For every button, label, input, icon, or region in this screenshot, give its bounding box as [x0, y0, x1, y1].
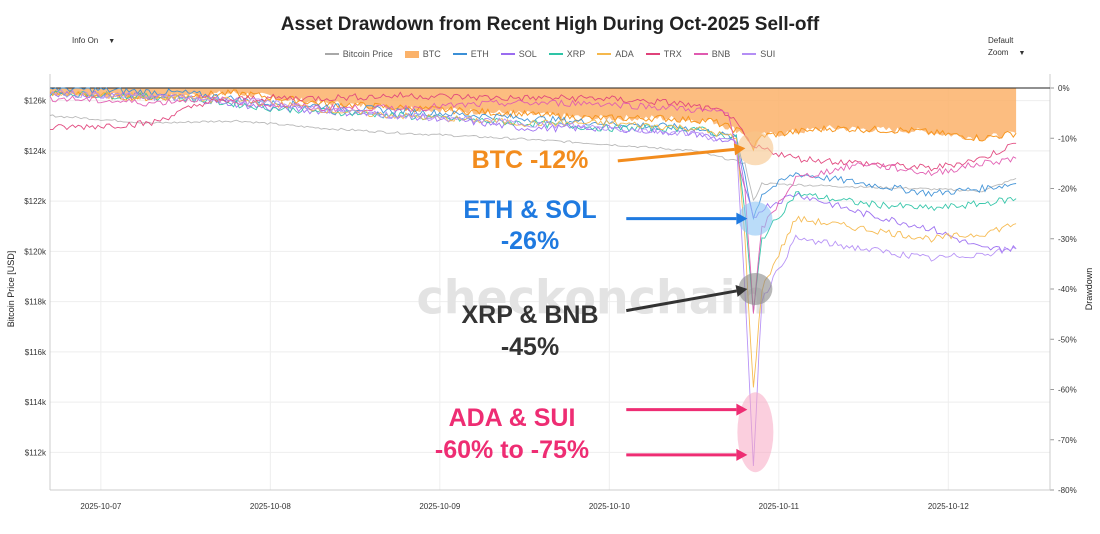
- legend-item-xrp[interactable]: XRP: [548, 49, 586, 59]
- legend-item-sol[interactable]: SOL: [500, 49, 537, 59]
- btc-drawdown-area: [50, 88, 1017, 149]
- x-tick-label: 2025-10-10: [589, 502, 630, 511]
- y-tick-label: $120k: [24, 247, 47, 256]
- annotation-xrp-bnb-value: -45%: [500, 333, 560, 361]
- legend-label: SUI: [760, 49, 776, 59]
- y2-tick-label: -60%: [1058, 386, 1077, 395]
- eth-sol-arrow: [626, 212, 748, 225]
- legend-swatch: [404, 50, 419, 58]
- y2-tick-label: -20%: [1058, 185, 1077, 194]
- series-line-eth: [49, 87, 1017, 221]
- arrow-head: [735, 285, 748, 297]
- legend-item-bitcoin-price[interactable]: Bitcoin Price: [324, 49, 393, 59]
- legend-swatch: [500, 53, 515, 55]
- y-axis-title: Bitcoin Price [USD]: [6, 251, 16, 328]
- arrow-shaft: [626, 289, 737, 313]
- y-tick-label: $114k: [25, 398, 47, 407]
- legend-label: XRP: [566, 49, 586, 59]
- eth-sol-bubble: [738, 201, 773, 236]
- series-line-trx: [50, 91, 1017, 172]
- series-line-sui: [49, 89, 1017, 467]
- btc-arrow: [617, 143, 746, 163]
- legend-label: Bitcoin Price: [342, 49, 393, 59]
- xrp-bnb-arrow: [626, 285, 748, 313]
- legend-label: ETH: [470, 49, 489, 59]
- annotation-eth-sol-value: -26%: [500, 227, 560, 255]
- series-line-bitcoin-price: [49, 114, 1017, 202]
- arrow-shaft: [617, 147, 735, 163]
- info-dropdown[interactable]: Info On ▼: [64, 33, 124, 49]
- legend-label: SOL: [518, 49, 537, 59]
- annotation-ada-sui-value: -60% to -75%: [434, 436, 590, 464]
- x-tick-label: 2025-10-12: [928, 502, 969, 511]
- legend-swatch: [324, 53, 339, 55]
- y-tick-label: $126k: [24, 97, 47, 106]
- legend-item-sui[interactable]: SUI: [742, 49, 775, 59]
- legend-swatch: [645, 53, 660, 55]
- ada-sui-arrow-2: [626, 448, 748, 461]
- y2-tick-label: -80%: [1058, 486, 1077, 495]
- ada-sui-bubble: [737, 392, 774, 473]
- legend-swatch: [452, 53, 467, 55]
- arrow-head: [736, 403, 748, 416]
- legend-item-ada[interactable]: ADA: [597, 49, 634, 59]
- legend-item-bnb[interactable]: BNB: [693, 49, 731, 59]
- x-tick-label: 2025-10-09: [419, 502, 460, 511]
- watermark: checkonchain: [416, 271, 768, 325]
- legend-swatch: [742, 53, 757, 55]
- y-tick-label: $118k: [25, 298, 47, 307]
- x-tick-label: 2025-10-08: [250, 502, 291, 511]
- legend-item-eth[interactable]: ETH: [452, 49, 489, 59]
- xrp-bnb-bubble: [738, 273, 773, 305]
- zoom-dropdown-value: Default Zoom: [988, 36, 1014, 57]
- x-tick-label: 2025-10-07: [80, 502, 121, 511]
- y2-tick-label: -40%: [1058, 285, 1077, 294]
- legend-swatch: [548, 53, 563, 55]
- annotation-btc: BTC -12%: [471, 146, 589, 174]
- y-tick-label: $112k: [25, 448, 47, 457]
- arrow-head: [736, 212, 748, 225]
- series-line-bnb: [49, 94, 1017, 314]
- y-tick-label: $116k: [25, 348, 47, 357]
- legend-label: TRX: [663, 49, 682, 59]
- chart-title: Asset Drawdown from Recent High During O…: [280, 14, 820, 35]
- chevron-down-icon: ▼: [108, 38, 116, 45]
- legend-swatch: [693, 53, 708, 55]
- series-line-ada: [49, 90, 1017, 388]
- annotation-xrp-bnb-name: XRP & BNB: [461, 301, 599, 329]
- annotation-eth-sol-name: ETH & SOL: [463, 196, 597, 224]
- legend-label: BNB: [711, 49, 731, 59]
- y-tick-label: $124k: [24, 147, 47, 156]
- series-line-btc: [49, 89, 1017, 152]
- chevron-down-icon: ▼: [1018, 50, 1026, 57]
- y2-tick-label: -50%: [1058, 335, 1077, 344]
- btc-bubble: [737, 131, 774, 166]
- y2-tick-label: -10%: [1058, 134, 1077, 143]
- arrow-head: [733, 143, 746, 156]
- legend-label: BTC: [422, 49, 441, 59]
- y2-axis-title: Drawdown: [1084, 268, 1094, 311]
- y2-tick-label: -70%: [1058, 436, 1077, 445]
- info-dropdown-value: Info On: [72, 36, 99, 45]
- legend-label: ADA: [615, 49, 634, 59]
- annotation-ada-sui-name: ADA & SUI: [448, 404, 576, 432]
- legend-item-btc[interactable]: BTC: [404, 49, 441, 59]
- y2-tick-label: 0%: [1058, 84, 1070, 93]
- chart-legend: Bitcoin Price BTC ETH SOL XRP ADA TRX BNB SUI: [0, 49, 1100, 59]
- ada-sui-arrow-1: [626, 403, 748, 416]
- arrow-head: [736, 448, 748, 461]
- legend-item-trx[interactable]: TRX: [645, 49, 682, 59]
- x-tick-label: 2025-10-11: [759, 502, 800, 511]
- legend-swatch: [597, 53, 612, 55]
- y2-tick-label: -30%: [1058, 235, 1077, 244]
- zoom-dropdown[interactable]: Default Zoom ▼: [980, 33, 1050, 57]
- y-tick-label: $122k: [24, 197, 47, 206]
